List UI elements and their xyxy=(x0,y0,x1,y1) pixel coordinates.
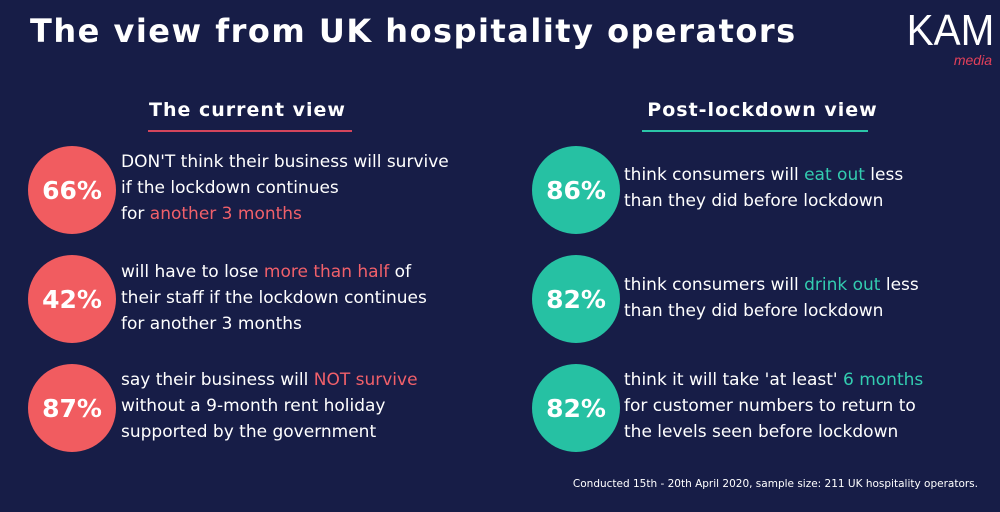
body-text: if the lockdown continues xyxy=(121,178,339,198)
post-lockdown-heading: Post-lockdown view xyxy=(647,99,878,121)
percent-circle: 66% xyxy=(28,146,116,234)
body-text: less xyxy=(864,165,904,185)
post-lockdown-underline xyxy=(642,130,868,132)
stat-line: for another 3 months xyxy=(121,201,449,227)
logo-sub-text: media xyxy=(953,52,992,68)
highlight-text: more than half xyxy=(263,262,390,282)
stat-line: think consumers will drink out less xyxy=(624,272,919,298)
page-title: The view from UK hospitality operators xyxy=(30,12,797,50)
body-text: than they did before lockdown xyxy=(624,301,884,321)
body-text: than they did before lockdown xyxy=(624,191,884,211)
percent-circle: 42% xyxy=(28,255,116,343)
stat-text: DON'T think their business will survive i… xyxy=(121,149,449,227)
current-view-heading: The current view xyxy=(149,99,346,121)
stat-line: the levels seen before lockdown xyxy=(624,419,923,445)
stat-line: if the lockdown continues xyxy=(121,175,449,201)
stat-line: for customer numbers to return to xyxy=(624,393,923,419)
percent-circle: 82% xyxy=(532,364,620,452)
body-text: think consumers will xyxy=(624,275,805,295)
kam-media-logo: KAM media xyxy=(896,8,994,70)
stat-line: than they did before lockdown xyxy=(624,188,903,214)
body-text: think consumers will xyxy=(624,165,805,185)
stat-line: than they did before lockdown xyxy=(624,298,919,324)
body-text: the levels seen before lockdown xyxy=(624,422,899,442)
stat-line: think consumers will eat out less xyxy=(624,162,903,188)
body-text: DON'T think their business will survive xyxy=(121,152,449,172)
body-text: will have to lose xyxy=(121,262,264,282)
current-view-underline xyxy=(148,130,352,132)
stat-line: say their business will NOT survive xyxy=(121,367,418,393)
stat-line: supported by the government xyxy=(121,419,418,445)
stat-line: for another 3 months xyxy=(121,311,427,337)
body-text: say their business will xyxy=(121,370,314,390)
body-text: their staff if the lockdown continues xyxy=(121,288,427,308)
stat-text: think consumers will drink out less than … xyxy=(624,272,919,324)
highlight-text: another 3 months xyxy=(149,204,302,224)
body-text: for customer numbers to return to xyxy=(624,396,916,416)
body-text: for xyxy=(121,204,150,224)
highlight-text: eat out xyxy=(804,165,865,185)
body-text: without a 9-month rent holiday xyxy=(121,396,386,416)
stat-line: will have to lose more than half of xyxy=(121,259,427,285)
percent-circle: 87% xyxy=(28,364,116,452)
stat-text: think consumers will eat out less than th… xyxy=(624,162,903,214)
highlight-text: NOT survive xyxy=(313,370,418,390)
highlight-text: drink out xyxy=(804,275,881,295)
stat-line: their staff if the lockdown continues xyxy=(121,285,427,311)
highlight-text: 6 months xyxy=(843,370,924,390)
body-text: of xyxy=(389,262,412,282)
body-text: think it will take 'at least' xyxy=(624,370,843,390)
stat-line: without a 9-month rent holiday xyxy=(121,393,418,419)
body-text: supported by the government xyxy=(121,422,377,442)
stat-text: say their business will NOT survive witho… xyxy=(121,367,418,445)
stat-text: think it will take 'at least' 6 months fo… xyxy=(624,367,923,445)
percent-circle: 86% xyxy=(532,146,620,234)
logo-main-text: KAM xyxy=(906,6,994,55)
stat-line: think it will take 'at least' 6 months xyxy=(624,367,923,393)
footnote: Conducted 15th - 20th April 2020, sample… xyxy=(572,478,978,490)
percent-circle: 82% xyxy=(532,255,620,343)
body-text: less xyxy=(880,275,919,295)
body-text: for another 3 months xyxy=(121,314,302,334)
stat-text: will have to lose more than half of their… xyxy=(121,259,427,337)
stat-line: DON'T think their business will survive xyxy=(121,149,449,175)
